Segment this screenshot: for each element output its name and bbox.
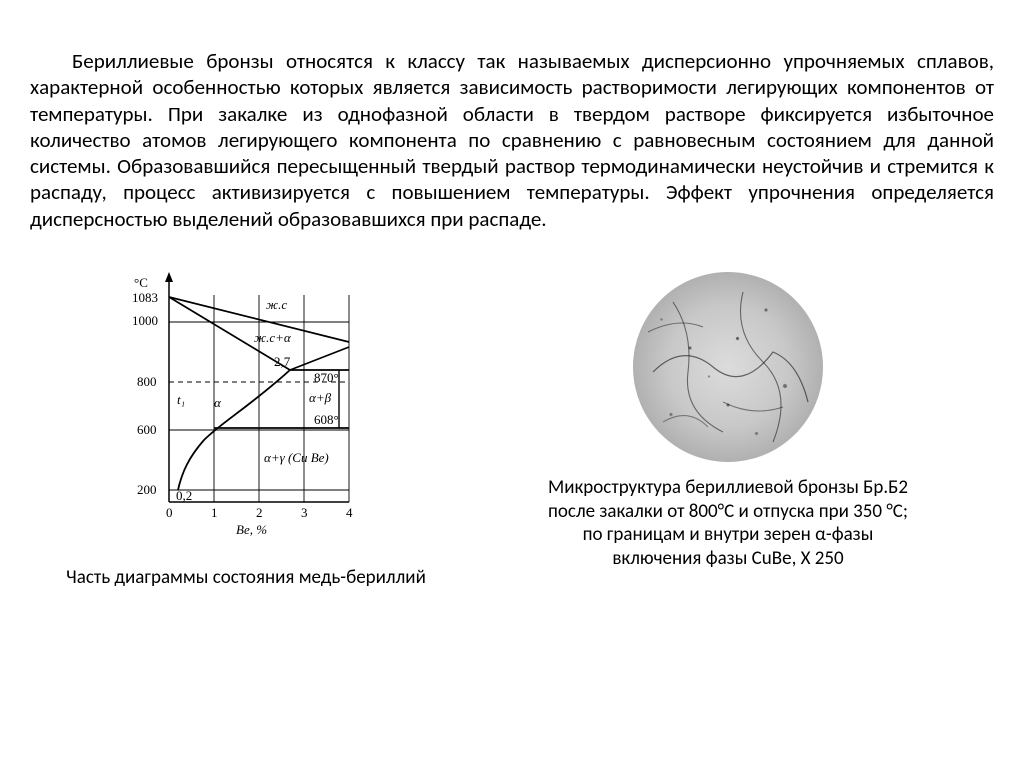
- right-caption-l2: после закалки от 800°С и отпуска при 350…: [548, 500, 908, 523]
- ytick-800: 800: [137, 374, 157, 389]
- xtick-4: 4: [346, 505, 353, 520]
- phase-diagram-chart: °C 1083 1000 800 600 200 0 1 2 3 4 Be, %…: [114, 262, 379, 552]
- ytick-600: 600: [137, 422, 157, 437]
- right-caption-l1: Микроструктура бериллиевой бронзы Бр.Б2: [548, 476, 908, 499]
- temp-608: 608°: [314, 412, 339, 427]
- xtick-2: 2: [256, 505, 263, 520]
- region-liq-alpha: ж.с+α: [254, 330, 292, 345]
- right-caption-l4: включения фазы CuBe, X 250: [612, 547, 843, 570]
- figures-row: °C 1083 1000 800 600 200 0 1 2 3 4 Be, %…: [30, 262, 994, 590]
- region-liquid: ж.с: [266, 297, 287, 312]
- xtick-1: 1: [211, 505, 218, 520]
- pt-02: 0,2: [176, 488, 192, 503]
- xtick-0: 0: [166, 505, 173, 520]
- pt-27: 2,7: [274, 354, 291, 369]
- right-caption-l3: по границам и внутри зерен α-фазы: [583, 523, 874, 546]
- paragraph: Бериллиевые бронзы относятся к классу та…: [30, 48, 994, 232]
- right-caption: Микроструктура бериллиевой бронзы Бр.Б2 …: [548, 476, 908, 571]
- microstructure-figure: Микроструктура бериллиевой бронзы Бр.Б2 …: [493, 262, 963, 571]
- phase-diagram-figure: °C 1083 1000 800 600 200 0 1 2 3 4 Be, %…: [61, 262, 431, 590]
- ytick-200: 200: [137, 482, 157, 497]
- t1-label: t₁: [177, 392, 185, 407]
- region-alpha-beta: α+β: [309, 390, 332, 405]
- x-axis-label: Be, %: [236, 522, 267, 537]
- region-alpha: α: [214, 395, 222, 410]
- ytick-1000: 1000: [132, 313, 158, 328]
- temp-870: 870°: [314, 370, 339, 385]
- region-alpha-gamma: α+γ (Cu Be): [264, 450, 329, 465]
- xtick-3: 3: [301, 505, 308, 520]
- ytick-1083: 1083: [132, 290, 158, 305]
- y-unit-label: °C: [134, 275, 148, 290]
- left-caption: Часть диаграммы состояния медь-бериллий: [66, 566, 426, 590]
- microstructure-image: [633, 272, 823, 462]
